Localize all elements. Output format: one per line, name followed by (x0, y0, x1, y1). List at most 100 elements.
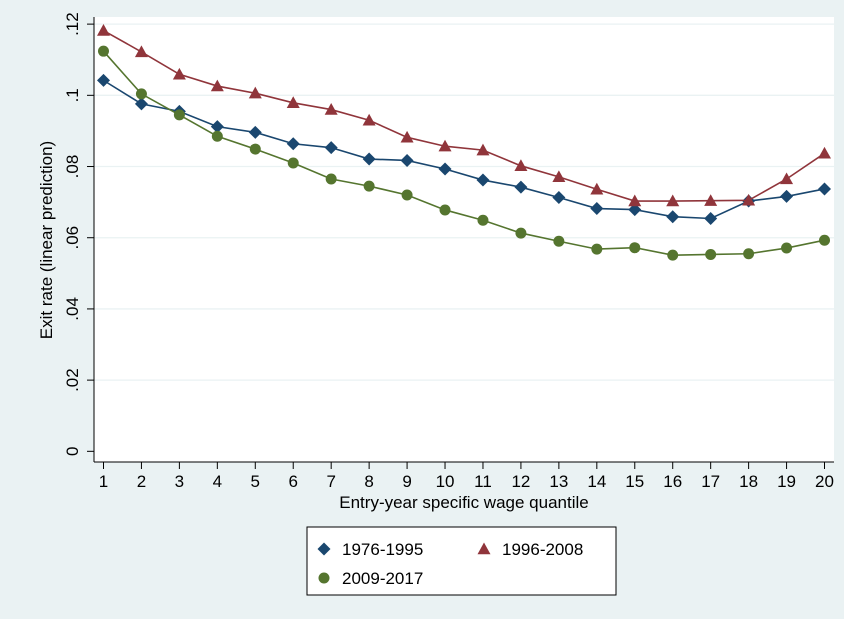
data-point (324, 103, 338, 115)
legend-marker (318, 572, 330, 584)
data-point (400, 153, 414, 167)
data-point (438, 162, 452, 176)
data-point (210, 120, 224, 134)
data-point (742, 193, 756, 206)
data-point (780, 172, 794, 185)
x-tick-label: 6 (288, 472, 297, 491)
data-point (515, 227, 527, 239)
x-tick-label: 14 (587, 472, 606, 491)
data-point (325, 173, 337, 185)
x-tick-label: 15 (625, 472, 644, 491)
x-tick-label: 2 (137, 472, 146, 491)
data-point (553, 235, 565, 247)
gridlines (94, 23, 834, 381)
data-point (591, 243, 603, 255)
axes: 0.02.04.06.08.1.121 2 3 4 5 6 7 8 9 10 11 12 13 14 15 1… (63, 12, 834, 491)
legend-label: 1976-1995 (342, 540, 423, 559)
x-tick-label: 17 (701, 472, 720, 491)
data-point (363, 180, 375, 192)
data-point (704, 211, 718, 225)
data-point (135, 88, 147, 100)
series-line (102, 50, 825, 256)
x-tick-label: 16 (663, 472, 682, 491)
legend-marker (477, 542, 491, 555)
x-tick-label: 19 (777, 472, 796, 491)
y-tick-label: .04 (63, 297, 82, 321)
y-axis-label: Exit rate (linear prediction) (37, 141, 56, 339)
x-tick-label: 5 (251, 472, 260, 491)
series-group (96, 24, 832, 261)
data-point (286, 137, 300, 151)
legend-marker (317, 542, 331, 556)
data-point (173, 109, 185, 121)
legend: 1976-1995 1996-2008 2009-2017 (306, 526, 617, 596)
data-point (211, 130, 223, 142)
y-tick-label: .02 (63, 368, 82, 392)
data-point (514, 159, 528, 172)
data-point (96, 73, 110, 87)
y-tick-label: .06 (63, 226, 82, 250)
data-point (667, 249, 679, 261)
data-point (476, 143, 490, 156)
data-point (249, 143, 261, 155)
plot-area (94, 17, 834, 462)
data-point (97, 45, 109, 57)
data-point (628, 203, 642, 217)
data-point (628, 194, 642, 207)
data-point (477, 214, 489, 226)
y-tick-label: .1 (63, 88, 82, 102)
data-point (248, 86, 262, 99)
data-point (818, 146, 832, 159)
series-1996-2008 (96, 24, 832, 207)
series-2009-2017 (97, 45, 831, 261)
data-point (438, 139, 452, 152)
data-point (552, 190, 566, 204)
series-line (103, 29, 825, 202)
y-tick-label: 0 (63, 447, 82, 456)
data-point (248, 125, 262, 139)
data-point (743, 248, 755, 260)
legend-label: 2009-2017 (342, 569, 423, 588)
y-tick-label: .12 (63, 12, 82, 36)
data-point (818, 182, 832, 196)
data-point (780, 189, 794, 203)
data-point (514, 180, 528, 194)
data-point (134, 97, 148, 111)
data-point (476, 173, 490, 187)
data-point (210, 79, 224, 92)
data-point (134, 45, 148, 58)
series-line (103, 79, 825, 220)
data-point (819, 234, 831, 246)
data-point (439, 204, 451, 216)
x-tick-label: 13 (549, 472, 568, 491)
data-point (781, 242, 793, 254)
x-tick-label: 9 (402, 472, 411, 491)
x-tick-label: 7 (326, 472, 335, 491)
data-point (666, 210, 680, 224)
data-point (286, 96, 300, 108)
legend-label: 1996-2008 (502, 540, 583, 559)
data-point (401, 189, 413, 201)
data-point (96, 24, 110, 36)
x-tick-label: 8 (364, 472, 373, 491)
y-tick-label: .08 (63, 155, 82, 179)
x-tick-label: 20 (815, 472, 834, 491)
x-tick-label: 18 (739, 472, 758, 491)
data-point (552, 170, 566, 183)
data-point (172, 67, 186, 80)
x-tick-label: 1 (99, 472, 108, 491)
data-point (704, 194, 718, 206)
data-point (287, 157, 299, 169)
x-axis-label: Entry-year specific wage quantile (339, 493, 588, 512)
data-point (400, 130, 414, 143)
data-point (629, 242, 641, 254)
data-point (666, 194, 680, 207)
x-tick-label: 12 (511, 472, 530, 491)
data-point (362, 113, 376, 126)
data-point (324, 141, 338, 155)
data-point (362, 152, 376, 166)
x-tick-label: 4 (213, 472, 222, 491)
data-point (705, 248, 717, 260)
